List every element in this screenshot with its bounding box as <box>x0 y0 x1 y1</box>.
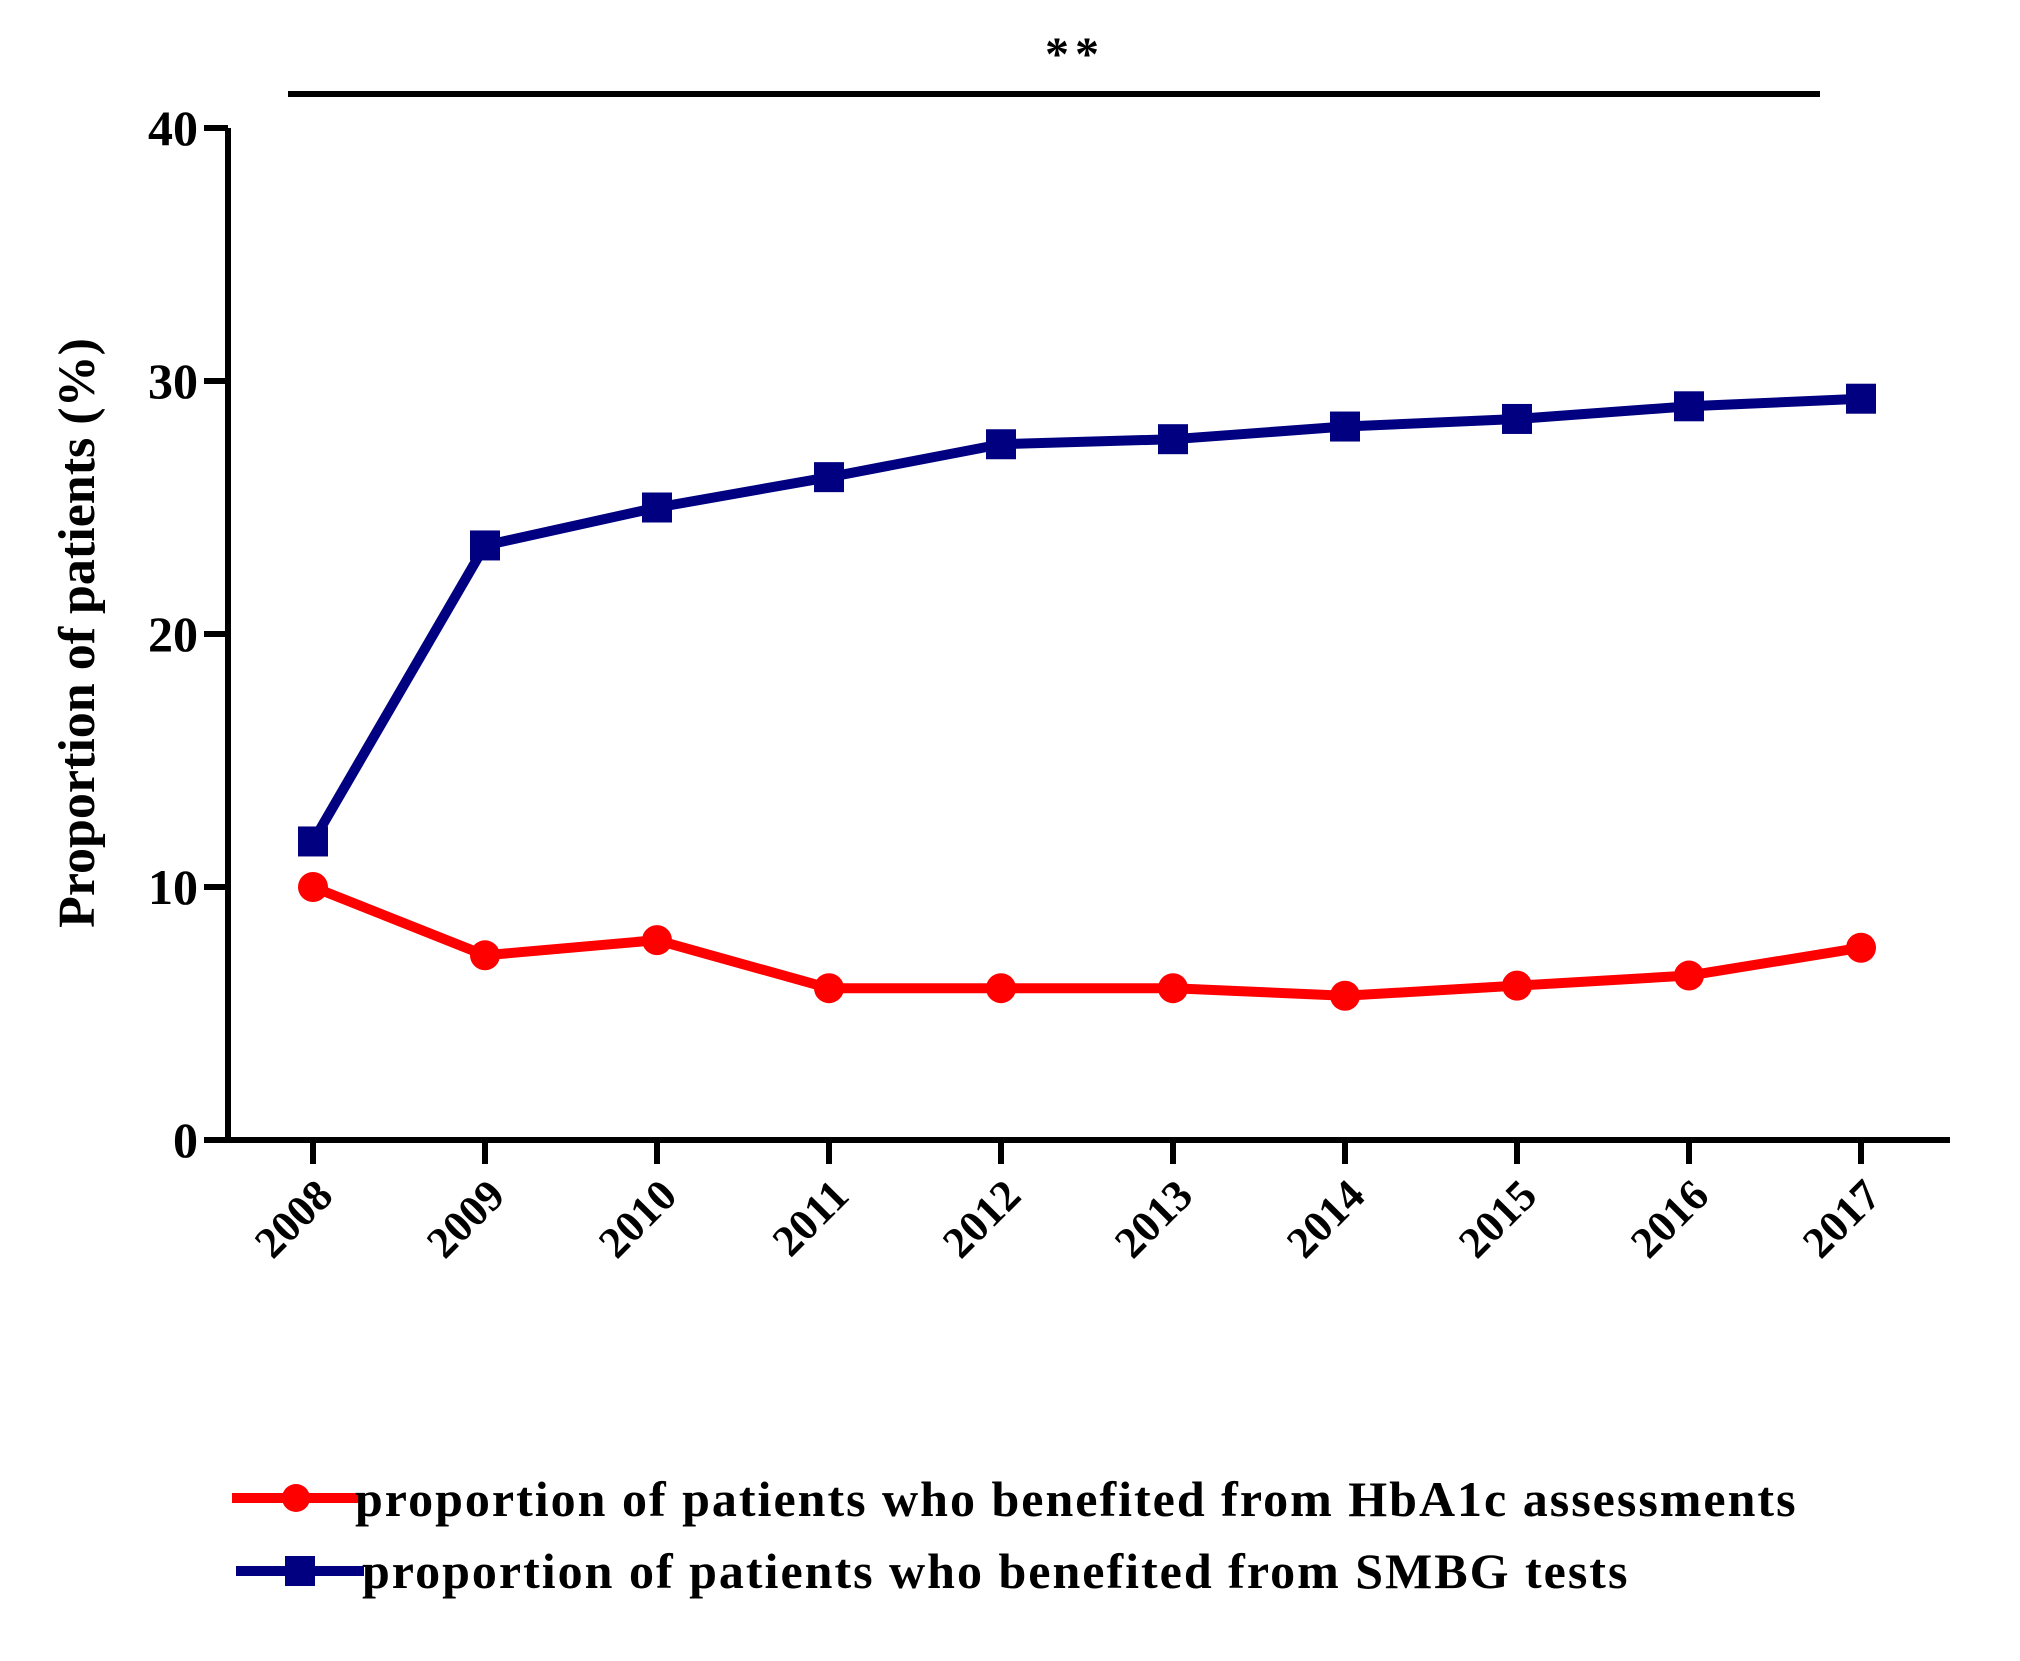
y-tick-label: 10 <box>148 859 198 915</box>
x-tick-label: 2011 <box>763 1170 858 1265</box>
data-point-hba1c <box>470 940 500 971</box>
y-tick-label: 20 <box>148 606 198 662</box>
data-point-smbg <box>642 492 672 523</box>
x-tick-label: 2015 <box>1449 1170 1546 1267</box>
data-point-smbg <box>814 462 844 493</box>
data-point-smbg <box>1846 383 1876 414</box>
data-point-hba1c <box>298 872 328 902</box>
series-layer <box>298 383 1876 1011</box>
data-point-hba1c <box>1674 960 1704 991</box>
legend: proportion of patients who benefited fro… <box>232 1471 1798 1599</box>
x-tick-label: 2017 <box>1793 1170 1890 1267</box>
y-axis: 0 10 20 30 40 <box>148 100 231 1168</box>
series-line-smbg <box>308 393 1866 847</box>
data-point-hba1c <box>1502 970 1532 1001</box>
data-point-smbg <box>1330 411 1360 442</box>
data-point-smbg <box>298 826 328 857</box>
x-tick-label: 2012 <box>933 1170 1030 1267</box>
x-tick-label: 2016 <box>1621 1170 1718 1267</box>
data-point-smbg <box>470 530 500 561</box>
data-point-hba1c <box>1330 980 1360 1011</box>
x-tick-label: 2009 <box>417 1170 514 1267</box>
data-point-hba1c <box>1846 932 1876 963</box>
data-point-smbg <box>986 429 1016 460</box>
data-point-hba1c <box>814 973 844 1004</box>
data-point-hba1c <box>986 973 1016 1004</box>
x-tick-label: 2008 <box>245 1170 342 1267</box>
y-tick-label: 30 <box>148 353 198 409</box>
y-axis-title: Proportion of patients (%) <box>49 338 106 928</box>
legend-marker-hba1c <box>282 1484 310 1512</box>
legend-marker-smbg <box>285 1556 315 1586</box>
x-tick-label: 2013 <box>1105 1170 1202 1267</box>
data-point-hba1c <box>642 925 672 956</box>
data-point-smbg <box>1502 403 1532 434</box>
x-axis: 2008 2009 2010 2011 2012 2013 2014 2015 2016 2017 <box>225 1137 1950 1267</box>
x-tick-label: 2010 <box>589 1170 686 1267</box>
series-line-hba1c <box>308 882 1866 1001</box>
data-point-hba1c <box>1158 973 1188 1004</box>
x-tick-label: 2014 <box>1277 1170 1374 1267</box>
data-point-smbg <box>1674 391 1704 422</box>
legend-label-smbg: proportion of patients who benefited fro… <box>362 1543 1629 1599</box>
y-tick-label: 40 <box>148 100 198 156</box>
legend-label-hba1c: proportion of patients who benefited fro… <box>355 1471 1798 1527</box>
significance-label: ** <box>1045 28 1105 81</box>
data-point-smbg <box>1158 424 1188 455</box>
y-tick-label: 0 <box>173 1112 198 1168</box>
